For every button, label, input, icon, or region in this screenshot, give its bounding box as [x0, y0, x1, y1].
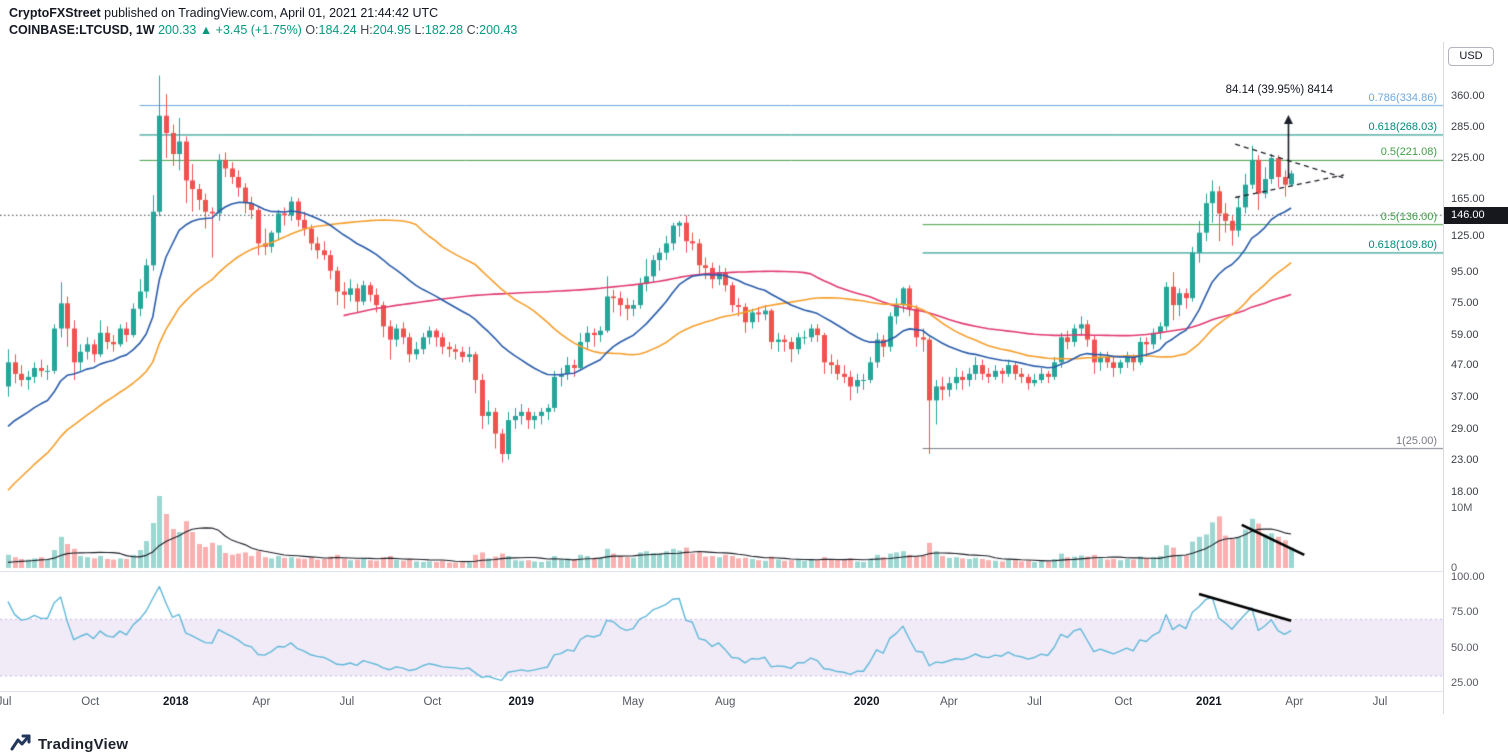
ohlc-label: C:	[466, 23, 480, 37]
time-axis-label: 2018	[162, 696, 189, 708]
fib-level-label: 0.618(268.03)	[1368, 120, 1438, 133]
time-axis-label: 2021	[1196, 696, 1222, 708]
price-axis-tick: 165.00	[1451, 193, 1485, 206]
price-axis-tick: 29.00	[1451, 422, 1479, 435]
rsi-axis-tick: 75.00	[1451, 606, 1479, 619]
pane-separator-volume-rsi[interactable]	[0, 571, 1508, 572]
tradingview-logo	[10, 734, 31, 751]
fib-level-label: 0.5(221.08)	[1380, 146, 1437, 159]
ohlc-values: O:184.24 H:204.95 L:182.28 C:200.43	[305, 23, 517, 37]
price-axis-tick: 18.00	[1451, 486, 1479, 498]
last-price-label: 146.00	[1444, 207, 1508, 225]
time-axis-label: May	[622, 696, 644, 708]
time-axis-label: 2020	[853, 696, 880, 708]
symbol-title: COINBASE:LTCUSD, 1W	[9, 23, 155, 37]
time-axis-label: Oct	[81, 696, 100, 708]
ohlc-value: 184.24	[318, 23, 357, 37]
price-axis-tick: 125.00	[1451, 229, 1485, 242]
change-arrow-icon: ▲	[199, 23, 213, 37]
time-axis-label: Jul	[1027, 696, 1042, 708]
ohlc-label: L:	[414, 23, 425, 37]
publisher-name: CryptoFXStreet	[9, 6, 101, 20]
ohlc-value: 182.28	[424, 23, 464, 37]
volume-axis-tick: 0	[1451, 562, 1458, 574]
price-projection-label: 84.14 (39.95%) 8414	[1225, 84, 1333, 96]
fib-level-label: 0.5(136.00)	[1380, 210, 1437, 223]
volume-axis-tick: 10M	[1451, 502, 1473, 514]
published-info: published on TradingView.com, April 01, …	[100, 6, 439, 20]
time-axis-label: Apr	[1285, 696, 1304, 708]
time-axis-label: Jul	[0, 696, 12, 708]
brand-name: TradingView	[38, 735, 129, 753]
price-axis-tick: 285.00	[1451, 120, 1485, 133]
ohlc-label: O:	[305, 23, 319, 37]
price-change: +3.45 (+1.75%)	[215, 23, 302, 37]
price-axis-tick: 23.00	[1451, 453, 1479, 466]
footer-branding: TradingView	[10, 733, 128, 755]
price-axis-tick: 59.00	[1451, 329, 1479, 342]
price-axis-tick: 225.00	[1451, 152, 1485, 165]
price-axis[interactable]: USD 146.00 360.00 285.00 225.00 165.00 125.0…	[1443, 42, 1508, 714]
currency-toggle[interactable]: USD	[1448, 47, 1494, 66]
time-axis-label: Jul	[1372, 696, 1388, 708]
time-axis-label: 2019	[508, 696, 535, 708]
price-axis-tick: 95.00	[1451, 266, 1479, 279]
time-axis-label: Apr	[939, 696, 958, 708]
publisher-line: CryptoFXStreet published on TradingView.…	[9, 5, 517, 21]
price-axis-tick: 47.00	[1451, 359, 1479, 372]
fib-level-label: 1(25.00)	[1396, 434, 1437, 447]
fib-labels-layer: 0.786(334.86) 0.618(268.03) 0.5(221.08) 0.5…	[0, 42, 1443, 691]
price-chart-canvas[interactable]	[0, 42, 1443, 691]
time-axis-label: Oct	[423, 696, 442, 708]
price-axis-tick: 37.00	[1451, 390, 1479, 403]
time-axis[interactable]: Jul Oct 2018 Apr Jul Oct 2019 May Aug 2020 Apr Jul O…	[0, 692, 1443, 714]
time-axis-label: Oct	[1114, 696, 1133, 708]
time-axis-label: Aug	[714, 696, 736, 708]
time-axis-label: Apr	[252, 696, 271, 708]
rsi-axis-tick: 50.00	[1451, 641, 1479, 654]
ohlc-value: 204.95	[372, 23, 411, 37]
pane-separator-time-axis	[0, 691, 1508, 692]
ohlc-value: 200.43	[479, 23, 518, 37]
fib-level-label: 0.618(109.80)	[1368, 238, 1438, 251]
chart-area: 0.786(334.86) 0.618(268.03) 0.5(221.08) 0.5…	[0, 42, 1443, 691]
header: CryptoFXStreet published on TradingView.…	[9, 5, 517, 38]
last-price: 200.33	[158, 23, 197, 37]
ohlc-label: H:	[360, 23, 373, 37]
fib-level-label: 0.786(334.86)	[1368, 91, 1438, 104]
price-axis-tick: 360.00	[1451, 89, 1485, 102]
rsi-axis-tick: 25.00	[1451, 676, 1479, 689]
price-axis-tick: 75.00	[1451, 297, 1479, 310]
time-axis-label: Jul	[339, 696, 355, 708]
symbol-line: COINBASE:LTCUSD, 1W 200.33 ▲ +3.45 (+1.7…	[9, 22, 517, 38]
rsi-axis-tick: 100.00	[1451, 571, 1485, 583]
